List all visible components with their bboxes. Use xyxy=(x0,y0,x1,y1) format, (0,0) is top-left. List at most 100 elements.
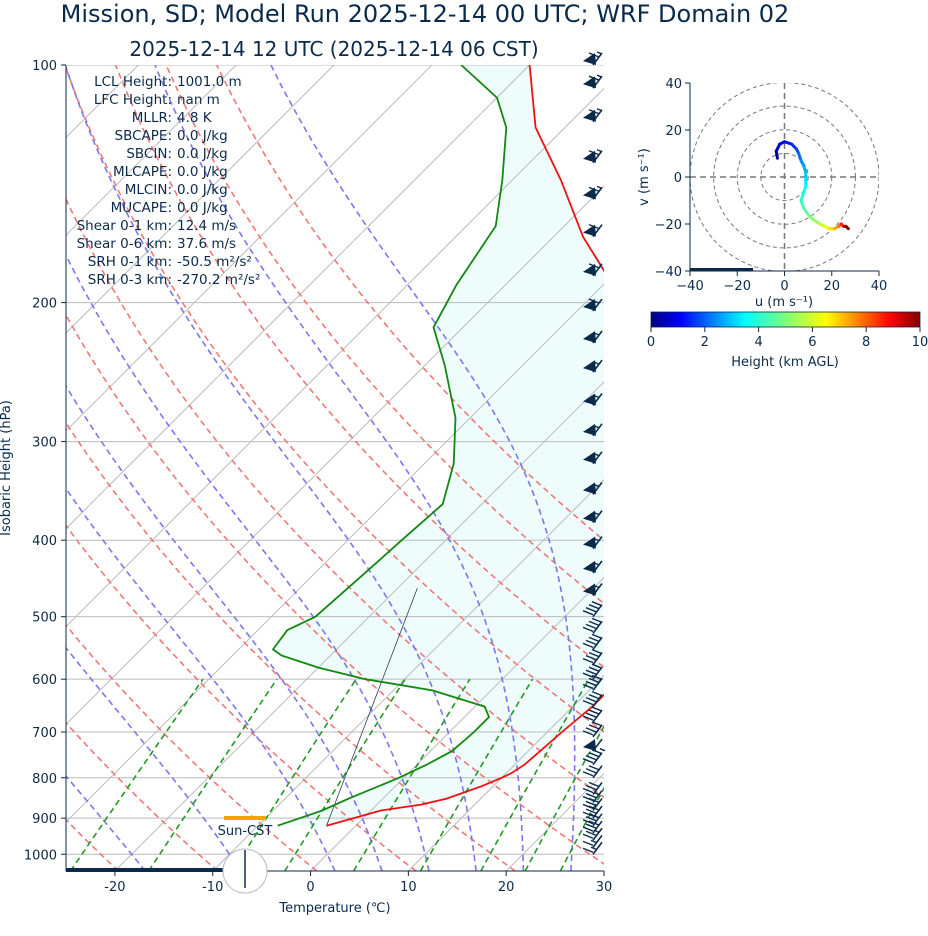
barb-full xyxy=(582,826,594,832)
barb-full xyxy=(582,819,594,825)
surface-wind-strip xyxy=(66,868,231,872)
wind-barb xyxy=(583,536,603,550)
stat-value: nan m xyxy=(177,92,220,108)
temperature-profile xyxy=(326,65,604,827)
isotherm-line xyxy=(66,65,237,236)
barb-full xyxy=(588,75,600,81)
barb-full xyxy=(585,607,597,613)
barb-staff xyxy=(592,652,603,666)
barb-staff xyxy=(592,709,603,723)
barb-full xyxy=(588,263,600,269)
barb-full xyxy=(588,109,600,115)
hodo-y-tick-label: 0 xyxy=(674,171,682,186)
barb-full xyxy=(585,623,597,630)
barb-full xyxy=(588,298,600,304)
barb-full xyxy=(585,669,597,675)
barb-staff xyxy=(592,820,603,834)
barb-full xyxy=(588,52,600,58)
wind-barb xyxy=(583,263,603,277)
barb-staff xyxy=(592,813,603,827)
moist-adiabat xyxy=(66,384,383,871)
barb-full xyxy=(585,792,597,799)
wind-barb xyxy=(582,674,603,691)
barb-half xyxy=(593,538,600,542)
barb-half xyxy=(593,483,600,488)
hodograph-plot: −40 −20 0 20 40 −40 −20 0 20 40 u (m s⁻¹) v (m s⁻… xyxy=(637,77,887,310)
barb-half xyxy=(593,394,600,399)
colorbar-tick-label: 0 xyxy=(647,335,655,350)
y-tick-label: 1000 xyxy=(24,848,57,863)
sun-indicator: Sun-CST xyxy=(218,816,273,894)
colorbar-label: Height (km AGL) xyxy=(731,355,839,370)
hodo-xlabel: u (m s⁻¹) xyxy=(755,295,813,310)
barb-flag xyxy=(583,150,596,163)
barb-full xyxy=(588,765,600,771)
barb-full xyxy=(585,639,597,646)
stat-value: 4.8 K xyxy=(177,110,213,126)
wind-barb xyxy=(583,108,603,123)
barb-staff xyxy=(592,666,603,680)
hodo-y-tick-label: −20 xyxy=(655,218,682,233)
barb-full xyxy=(588,620,600,627)
barb-half xyxy=(593,562,600,566)
wind-barb xyxy=(582,663,603,680)
wind-barb xyxy=(582,633,603,650)
moist-adiabat xyxy=(66,65,477,871)
skewt-xlabel: Temperature (℃) xyxy=(278,901,390,916)
isotherm-line xyxy=(212,479,604,871)
barb-full xyxy=(582,833,594,839)
isotherm-line xyxy=(114,381,604,871)
barb-full xyxy=(585,654,597,661)
barb-full xyxy=(582,715,594,721)
sun-label: Sun-CST xyxy=(218,824,273,839)
barb-flag xyxy=(583,423,596,436)
barb-full xyxy=(588,604,600,610)
chart-title: Mission, SD; Model Run 2025-12-14 00 UTC… xyxy=(61,0,790,28)
barb-flag xyxy=(583,482,596,495)
stat-label: MLCAPE: xyxy=(113,164,172,180)
barb-flag xyxy=(583,393,596,406)
wind-barb xyxy=(583,359,603,373)
barb-flag xyxy=(583,739,596,752)
barb-flag xyxy=(583,451,596,464)
wind-barb xyxy=(583,330,603,344)
barb-full xyxy=(585,784,597,791)
isotherm-line xyxy=(310,576,604,871)
barb-full xyxy=(585,816,597,822)
barb-full xyxy=(591,648,603,655)
barb-half xyxy=(596,108,603,112)
isotherm-line xyxy=(66,185,604,725)
wind-barb xyxy=(583,149,603,164)
colorbar-tick-label: 4 xyxy=(754,335,762,350)
barb-half xyxy=(593,361,600,365)
chart-subtitle: 2025-12-14 12 UTC (2025-12-14 06 CST) xyxy=(129,37,538,61)
stat-label: SBCAPE: xyxy=(115,128,172,144)
barb-half xyxy=(596,74,603,78)
barb-flag xyxy=(583,187,596,200)
barb-full xyxy=(582,811,594,817)
barb-full xyxy=(582,840,594,847)
moist-adiabat xyxy=(66,253,430,871)
isotherm-line xyxy=(66,65,530,530)
barb-full xyxy=(588,781,600,788)
wind-barb xyxy=(583,185,603,200)
isotherm-line xyxy=(66,283,604,823)
barb-full xyxy=(582,803,594,810)
barb-full xyxy=(591,601,603,607)
barb-full xyxy=(588,693,600,700)
skewt-ylabel: Isobaric Height (hPa) xyxy=(0,400,14,536)
mixing-ratio-line xyxy=(419,678,534,871)
sun-bar xyxy=(224,816,266,820)
barb-half xyxy=(593,425,600,429)
stat-label: LCL Height: xyxy=(94,74,172,90)
barb-full xyxy=(582,795,594,802)
stat-value: 0.0 J/kg xyxy=(177,128,228,144)
barb-full xyxy=(585,768,597,774)
barb-staff xyxy=(592,765,603,779)
barb-staff xyxy=(592,805,603,819)
wind-barb xyxy=(582,721,603,738)
hodo-x-tick-label: −20 xyxy=(724,279,751,294)
barb-half xyxy=(596,149,603,153)
mixing-ratio-line xyxy=(559,786,604,871)
barb-full xyxy=(591,674,603,681)
